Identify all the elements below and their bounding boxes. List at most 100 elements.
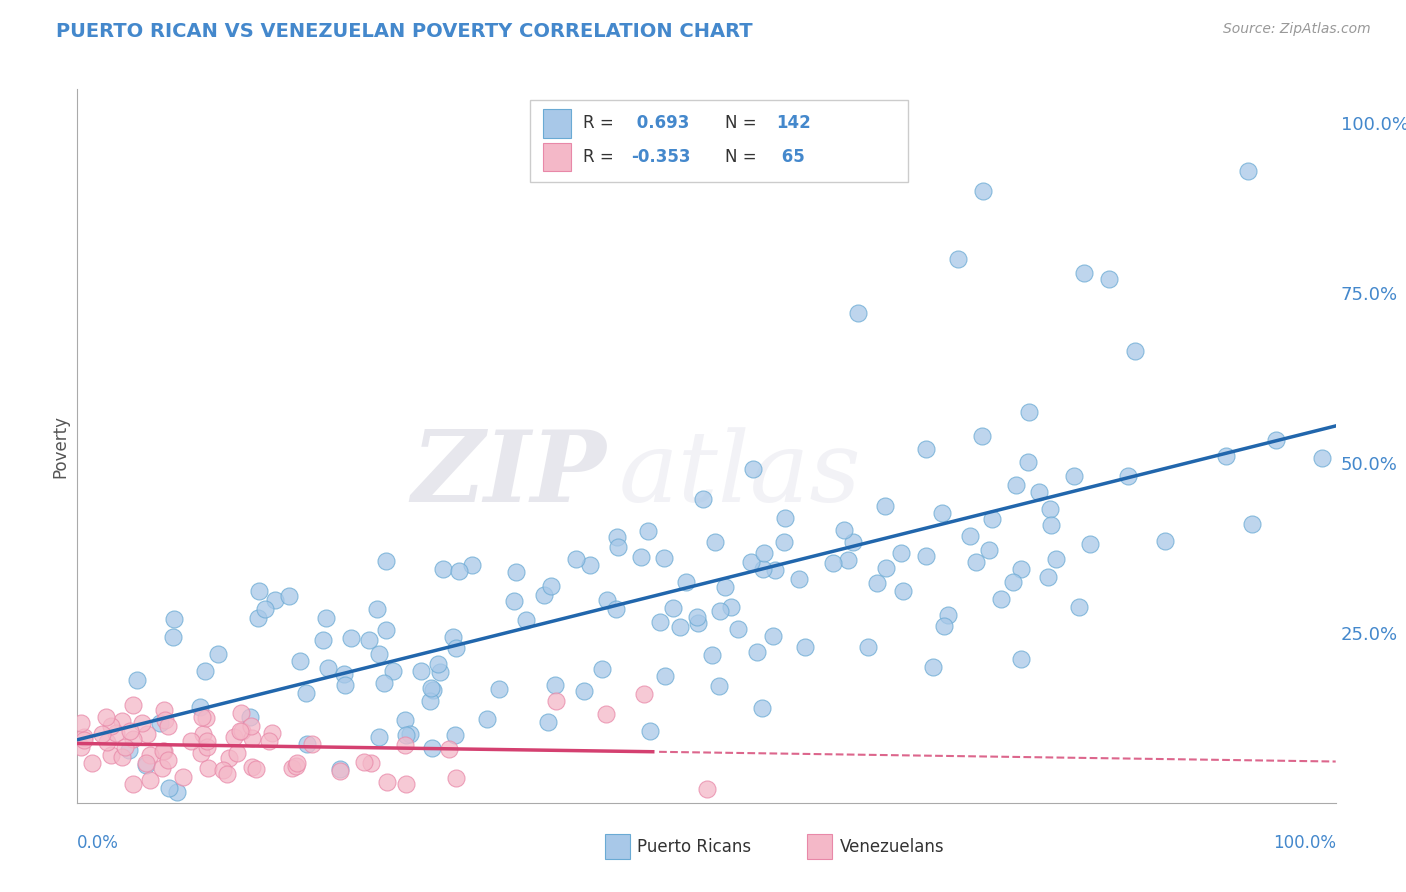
Point bbox=[152, 761, 174, 775]
Point bbox=[96, 735, 118, 749]
Point bbox=[720, 599, 742, 614]
Point bbox=[197, 761, 219, 775]
Point bbox=[373, 675, 395, 690]
Point bbox=[633, 687, 655, 701]
Point bbox=[533, 588, 555, 602]
Point bbox=[217, 767, 239, 781]
Point bbox=[377, 775, 399, 789]
Point bbox=[118, 743, 141, 757]
Point bbox=[288, 654, 311, 668]
Point bbox=[172, 770, 194, 784]
Point bbox=[537, 714, 560, 729]
Point bbox=[136, 727, 159, 741]
Point bbox=[419, 681, 441, 695]
Point bbox=[1010, 562, 1032, 576]
Point bbox=[257, 734, 280, 748]
Point bbox=[207, 647, 229, 661]
Point bbox=[1069, 600, 1091, 615]
Text: 0.0%: 0.0% bbox=[77, 834, 120, 852]
Point bbox=[763, 563, 786, 577]
Point bbox=[297, 737, 319, 751]
Point bbox=[329, 762, 352, 776]
Point bbox=[222, 731, 245, 745]
Point bbox=[180, 734, 202, 748]
Point bbox=[381, 664, 404, 678]
Point bbox=[429, 665, 451, 679]
Point bbox=[122, 777, 145, 791]
Point bbox=[427, 657, 450, 671]
Point bbox=[959, 529, 981, 543]
Point bbox=[73, 730, 96, 744]
Point bbox=[762, 629, 785, 643]
Point bbox=[226, 746, 249, 760]
Text: N =: N = bbox=[725, 114, 756, 132]
Text: PUERTO RICAN VS VENEZUELAN POVERTY CORRELATION CHART: PUERTO RICAN VS VENEZUELAN POVERTY CORRE… bbox=[56, 22, 752, 41]
Point bbox=[441, 630, 464, 644]
Point bbox=[152, 744, 174, 758]
Point bbox=[652, 551, 675, 566]
Point bbox=[368, 647, 391, 661]
Point bbox=[157, 780, 180, 795]
Text: -0.353: -0.353 bbox=[631, 148, 690, 166]
Point bbox=[231, 724, 253, 739]
Point bbox=[544, 694, 567, 708]
Point bbox=[972, 184, 994, 198]
Point bbox=[110, 750, 132, 764]
Point bbox=[395, 777, 418, 791]
Text: N =: N = bbox=[725, 148, 756, 166]
Point bbox=[394, 728, 416, 742]
Point bbox=[1045, 551, 1067, 566]
Point bbox=[239, 710, 262, 724]
Point bbox=[240, 759, 263, 773]
Text: R =: R = bbox=[583, 148, 614, 166]
Point bbox=[837, 553, 859, 567]
Point bbox=[752, 562, 775, 576]
Point bbox=[915, 549, 938, 564]
Point bbox=[1215, 449, 1237, 463]
Point bbox=[394, 713, 416, 727]
Point bbox=[399, 727, 422, 741]
Point bbox=[714, 580, 737, 594]
Point bbox=[607, 540, 630, 554]
Point bbox=[157, 753, 180, 767]
Point bbox=[515, 613, 537, 627]
Point bbox=[149, 715, 172, 730]
Point bbox=[990, 592, 1012, 607]
Point bbox=[447, 565, 470, 579]
Point bbox=[596, 592, 619, 607]
FancyBboxPatch shape bbox=[543, 109, 571, 137]
Point bbox=[262, 726, 284, 740]
Point bbox=[1001, 574, 1024, 589]
Point bbox=[340, 632, 363, 646]
Text: ZIP: ZIP bbox=[411, 426, 606, 523]
Point bbox=[505, 565, 527, 579]
Point bbox=[135, 758, 157, 772]
Point bbox=[229, 724, 252, 739]
Point bbox=[637, 524, 659, 538]
Point bbox=[685, 610, 707, 624]
Point bbox=[1310, 450, 1333, 465]
Point bbox=[278, 589, 301, 603]
Point bbox=[375, 623, 398, 637]
Point bbox=[152, 702, 174, 716]
Point bbox=[211, 763, 233, 777]
Point bbox=[709, 604, 731, 618]
Point bbox=[948, 252, 970, 266]
Point bbox=[118, 723, 141, 738]
Point bbox=[931, 506, 953, 520]
Point bbox=[572, 684, 595, 698]
Point bbox=[605, 602, 627, 616]
Point bbox=[195, 740, 218, 755]
Point bbox=[253, 602, 276, 616]
Point bbox=[281, 761, 304, 775]
Point bbox=[773, 534, 796, 549]
Point bbox=[1010, 651, 1032, 665]
Point bbox=[1036, 570, 1059, 584]
Point bbox=[543, 678, 565, 692]
Point bbox=[1017, 455, 1039, 469]
Point bbox=[439, 742, 461, 756]
Point bbox=[121, 698, 143, 712]
Point bbox=[773, 511, 796, 525]
Point bbox=[284, 759, 307, 773]
Point bbox=[375, 554, 398, 568]
